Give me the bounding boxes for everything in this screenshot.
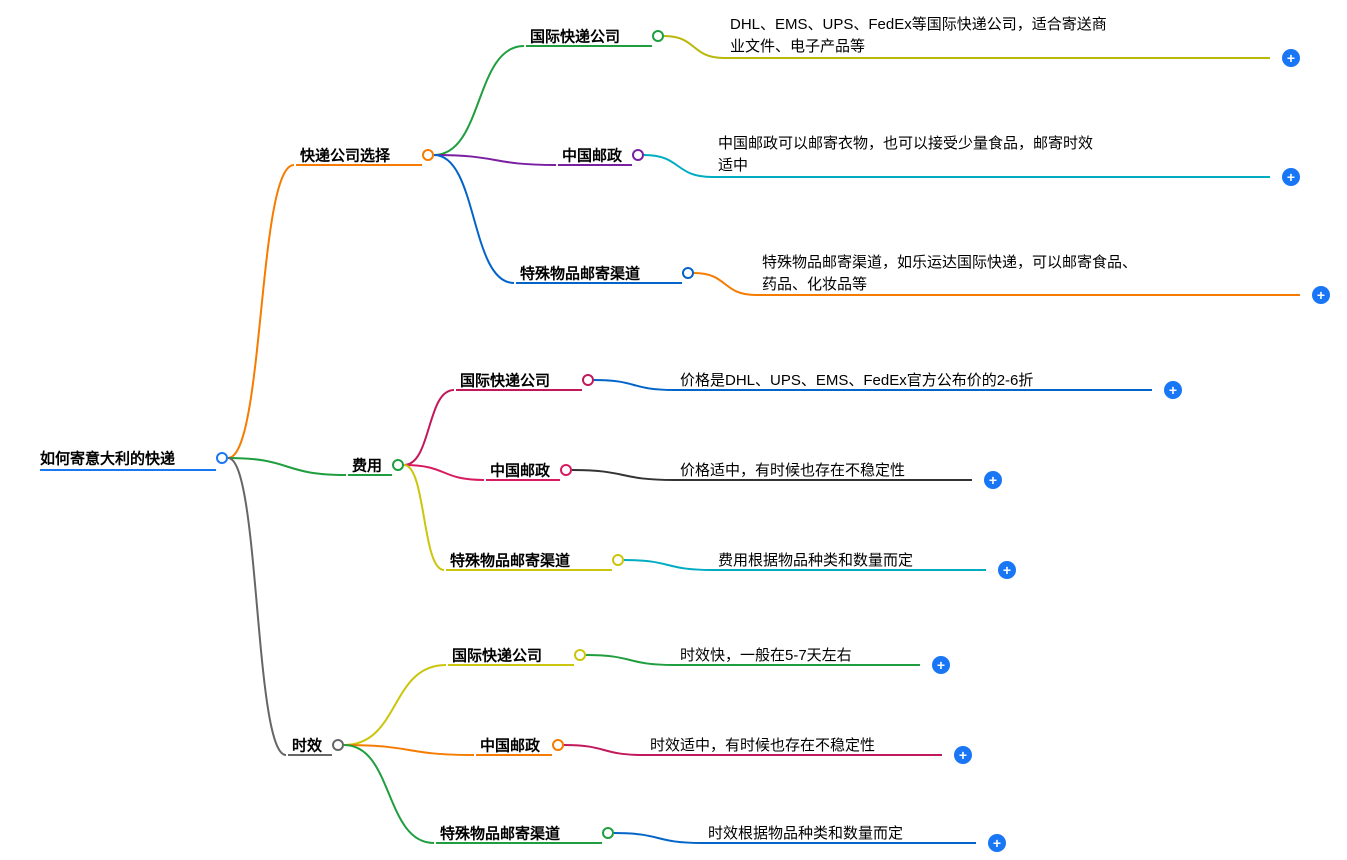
child-dot[interactable] [574,649,586,661]
expand-icon[interactable]: + [998,561,1016,579]
child-dot[interactable] [682,267,694,279]
child-label: 特殊物品邮寄渠道 [440,823,560,844]
child-label: 中国邮政 [480,735,540,756]
expand-icon[interactable]: + [954,746,972,764]
leaf-text: 时效适中，有时候也存在不稳定性 [650,735,875,757]
child-dot[interactable] [612,554,624,566]
leaf-text: 时效根据物品种类和数量而定 [708,823,903,845]
child-label: 国际快递公司 [530,26,620,47]
expand-icon[interactable]: + [984,471,1002,489]
child-label: 特殊物品邮寄渠道 [520,263,640,284]
child-label: 中国邮政 [562,145,622,166]
branch-label: 快递公司选择 [300,145,390,166]
leaf-text: 费用根据物品种类和数量而定 [718,550,913,572]
expand-icon[interactable]: + [1312,286,1330,304]
child-dot[interactable] [632,149,644,161]
child-label: 特殊物品邮寄渠道 [450,550,570,571]
branch-dot[interactable] [332,739,344,751]
child-label: 国际快递公司 [460,370,550,391]
child-dot[interactable] [560,464,572,476]
root-label: 如何寄意大利的快递 [40,448,175,469]
branch-label: 时效 [292,735,322,756]
child-dot[interactable] [582,374,594,386]
leaf-text: 价格是DHL、UPS、EMS、FedEx官方公布价的2-6折 [680,370,1033,392]
leaf-text: 中国邮政可以邮寄衣物，也可以接受少量食品，邮寄时效 适中 [718,133,1093,177]
child-dot[interactable] [602,827,614,839]
child-label: 中国邮政 [490,460,550,481]
leaf-text: 时效快，一般在5-7天左右 [680,645,852,667]
label-overlay: 如何寄意大利的快递快递公司选择国际快递公司DHL、EMS、UPS、FedEx等国… [0,0,1347,860]
expand-icon[interactable]: + [1282,49,1300,67]
root-dot[interactable] [216,452,228,464]
expand-icon[interactable]: + [1164,381,1182,399]
expand-icon[interactable]: + [932,656,950,674]
leaf-text: 特殊物品邮寄渠道，如乐运达国际快递，可以邮寄食品、 药品、化妆品等 [762,252,1137,296]
child-dot[interactable] [652,30,664,42]
leaf-text: 价格适中，有时候也存在不稳定性 [680,460,905,482]
expand-icon[interactable]: + [988,834,1006,852]
expand-icon[interactable]: + [1282,168,1300,186]
child-dot[interactable] [552,739,564,751]
branch-dot[interactable] [392,459,404,471]
leaf-text: DHL、EMS、UPS、FedEx等国际快递公司，适合寄送商 业文件、电子产品等 [730,14,1107,58]
branch-dot[interactable] [422,149,434,161]
branch-label: 费用 [352,455,382,476]
child-label: 国际快递公司 [452,645,542,666]
